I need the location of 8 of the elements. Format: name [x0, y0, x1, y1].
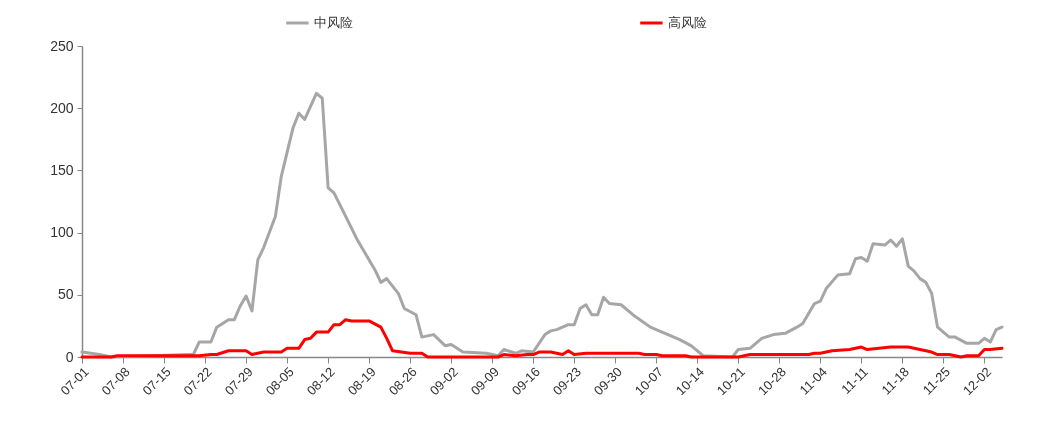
y-tick-label: 200: [50, 99, 74, 116]
y-tick-label: 150: [50, 161, 74, 178]
legend-label: 高风险: [668, 15, 708, 30]
y-tick-label: 0: [65, 348, 74, 365]
y-tick-label: 50: [57, 286, 74, 303]
y-tick-label: 250: [50, 37, 74, 54]
legend-label: 中风险: [314, 15, 354, 30]
y-tick-label: 100: [50, 224, 74, 241]
